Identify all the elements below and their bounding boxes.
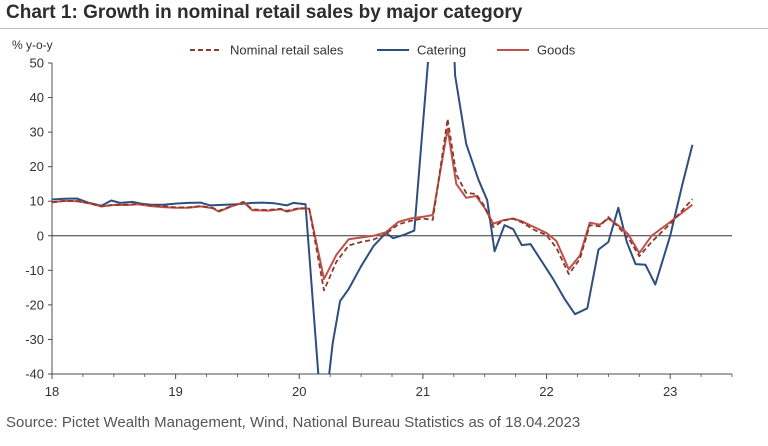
axes: -40 -30 -20 -10 0 10 20 30 40 50 18 19 20 21 22 23 bbox=[25, 56, 732, 400]
y-tick-label: 10 bbox=[30, 194, 44, 209]
y-tick-label: 50 bbox=[30, 56, 44, 71]
x-tick-label: 22 bbox=[539, 384, 553, 399]
x-tick-label: 20 bbox=[292, 384, 306, 399]
x-tick-label: 23 bbox=[663, 384, 677, 399]
title-divider bbox=[0, 28, 768, 29]
legend-label: Goods bbox=[537, 43, 576, 58]
x-tick-label: 19 bbox=[168, 384, 182, 399]
series-layer bbox=[52, 30, 692, 398]
line-chart: % y-o-y Nominal retail sales Catering Good… bbox=[0, 30, 768, 414]
y-tick-label: 40 bbox=[30, 90, 44, 105]
y-tick-label: 20 bbox=[30, 159, 44, 174]
series-line-catering bbox=[52, 30, 692, 398]
y-tick-label: 30 bbox=[30, 125, 44, 140]
x-tick-label: 21 bbox=[416, 384, 430, 399]
source-note: Source: Pictet Wealth Management, Wind, … bbox=[6, 414, 580, 431]
legend-label: Nominal retail sales bbox=[230, 43, 344, 58]
y-tick-label: -30 bbox=[25, 332, 44, 347]
y-tick-label: 0 bbox=[37, 228, 44, 243]
x-tick-label: 18 bbox=[45, 384, 59, 399]
y-tick-label: -10 bbox=[25, 263, 44, 278]
y-axis-unit-label: % y-o-y bbox=[12, 38, 53, 52]
y-tick-label: -40 bbox=[25, 367, 44, 382]
chart-title: Chart 1: Growth in nominal retail sales … bbox=[6, 2, 522, 24]
legend-label: Catering bbox=[417, 43, 466, 58]
legend: Nominal retail sales Catering Goods bbox=[190, 43, 576, 58]
y-tick-label: -20 bbox=[25, 297, 44, 312]
